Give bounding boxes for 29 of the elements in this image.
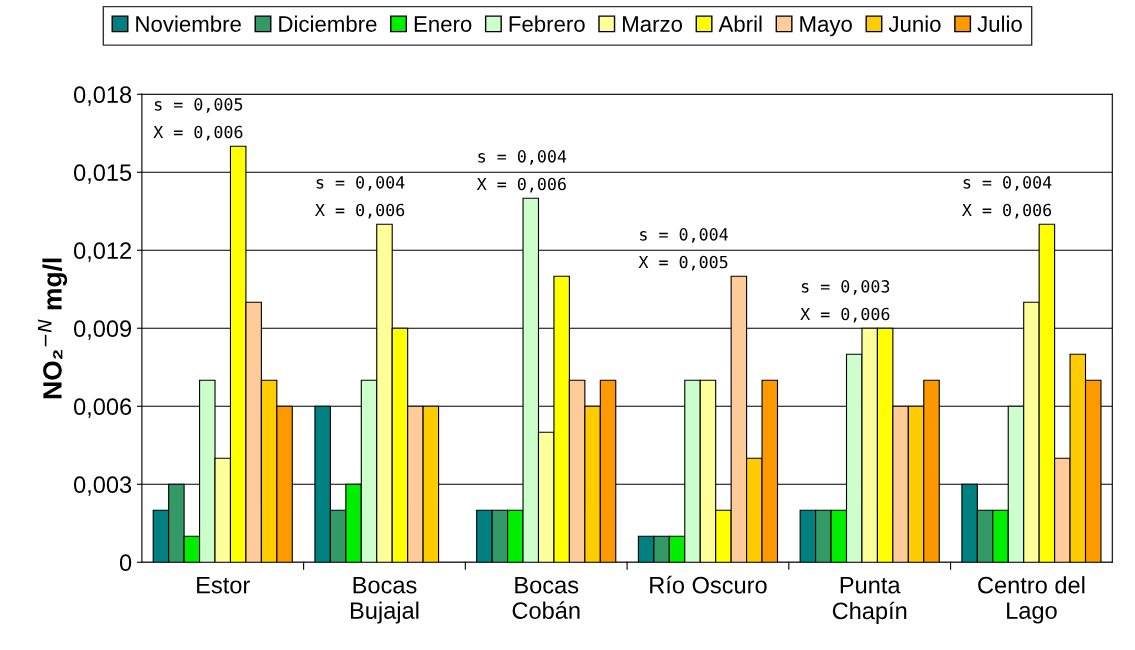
annotation: s = 0,005 X = 0,006 — [153, 98, 243, 141]
x-tick-label: Punta Chapín — [832, 577, 907, 624]
legend-label: Diciembre — [279, 15, 377, 32]
x-tick-label: Estor — [197, 577, 250, 594]
x-tick-label: Bocas Cobán — [512, 577, 580, 619]
legend-label: Junio — [888, 15, 941, 32]
legend-label: Julio — [977, 15, 1022, 32]
y-tick-label: 0,003 — [74, 476, 132, 496]
y-tick-label: 0,009 — [74, 320, 132, 340]
y-tick-label: 0,018 — [74, 86, 132, 106]
y-tick-label: 0,015 — [74, 164, 132, 184]
annotation: s = 0,004 X = 0,006 — [476, 150, 567, 193]
x-tick-label: Bocas Bujajal — [350, 577, 419, 624]
legend-label: Abril — [718, 15, 762, 32]
y-axis-title: NO₂$^{−N}$ mg/l — [37, 258, 68, 399]
y-tick-label: 0,006 — [74, 398, 132, 418]
annotation: s = 0,004 X = 0,006 — [962, 176, 1052, 219]
legend-label: Enero — [414, 16, 472, 32]
y-tick-label: 0 — [119, 554, 132, 572]
x-tick-label: Río Oscuro — [650, 575, 767, 594]
x-tick-label: Centro del Lago — [978, 576, 1085, 624]
annotation: s = 0,003 X = 0,006 — [800, 280, 890, 323]
legend-label: Noviembre — [136, 15, 241, 32]
annotation: s = 0,004 X = 0,006 — [315, 176, 405, 219]
legend-label: Mayo — [800, 16, 852, 37]
annotation: s = 0,004 X = 0,005 — [638, 228, 728, 271]
legend-label: Febrero — [509, 15, 585, 32]
legend-label: Marzo — [623, 16, 683, 32]
y-tick-label: 0,012 — [74, 242, 131, 262]
